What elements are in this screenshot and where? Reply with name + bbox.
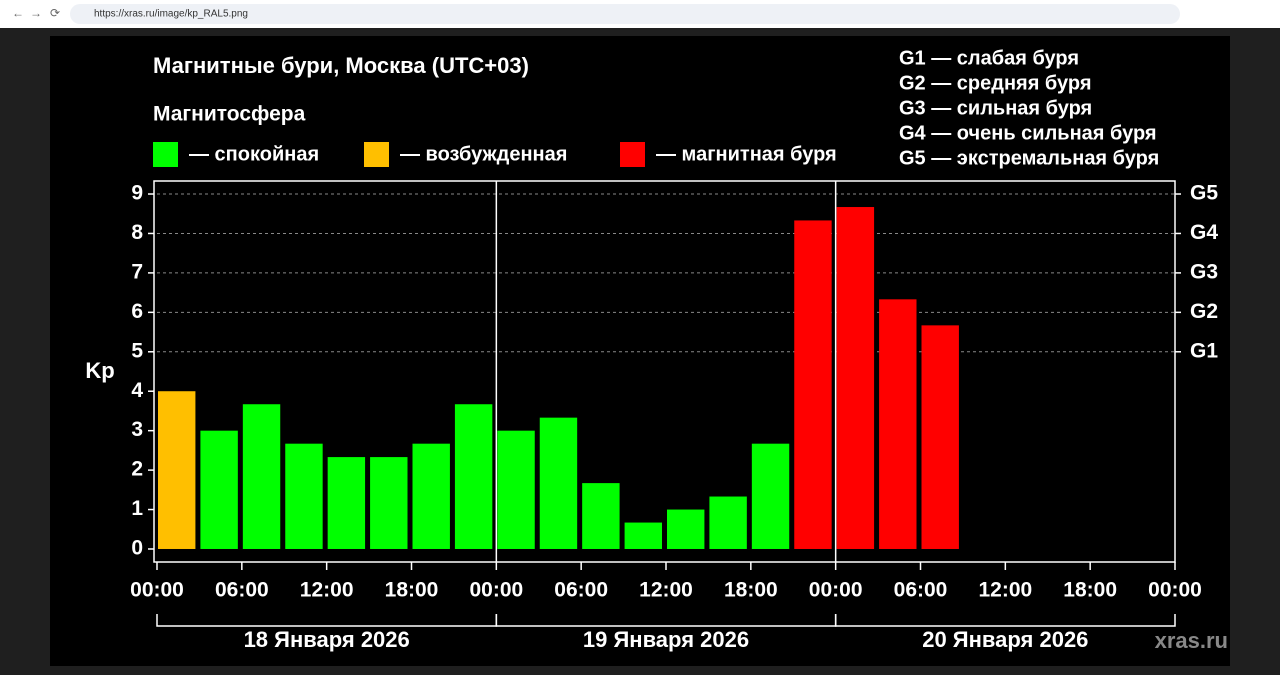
legend-label: — спокойная: [189, 143, 319, 165]
bar: [836, 207, 875, 549]
day-label: 20 Января 2026: [922, 627, 1088, 652]
bar: [454, 404, 493, 549]
legend-swatch: [364, 142, 389, 167]
bar: [879, 299, 917, 549]
bar: [327, 457, 366, 549]
bar: [709, 496, 747, 549]
y-tick-label: 8: [131, 221, 143, 244]
bar: [794, 220, 832, 549]
bar: [539, 417, 578, 549]
legend-swatch: [153, 142, 178, 167]
y-tick-label: 9: [131, 182, 143, 205]
chart-title: Магнитные бури, Москва (UTC+03): [153, 53, 529, 78]
g-scale-entry: G2 — средняя буря: [899, 72, 1092, 94]
watermark: xras.ru: [1155, 628, 1228, 653]
bar: [370, 457, 408, 549]
y-tick-label: 0: [131, 537, 143, 560]
bar: [285, 443, 323, 549]
chart-image: [50, 36, 1230, 666]
day-label: 19 Января 2026: [583, 627, 749, 652]
x-tick-label: 12:00: [978, 579, 1032, 602]
bar: [624, 522, 662, 549]
x-tick-label: 06:00: [215, 579, 269, 602]
g-scale-entry: G3 — сильная буря: [899, 97, 1092, 119]
bar: [158, 391, 196, 549]
x-tick-label: 06:00: [894, 579, 948, 602]
x-tick-label: 00:00: [1148, 579, 1202, 602]
back-button[interactable]: ←: [12, 6, 24, 20]
day-bracket: [834, 614, 1176, 627]
legend-title: Магнитосфера: [153, 103, 306, 126]
y-tick-label: 7: [131, 260, 143, 283]
y2-tick-label: G2: [1190, 300, 1218, 323]
x-tick-label: 06:00: [554, 579, 608, 602]
x-tick-label: 18:00: [1063, 579, 1117, 602]
y-tick-label: 2: [131, 458, 143, 481]
forward-button[interactable]: →: [30, 6, 42, 20]
x-tick-label: 12:00: [300, 579, 354, 602]
address-bar[interactable]: [70, 4, 1180, 24]
g-scale-entry: G5 — экстремальная буря: [899, 147, 1159, 169]
bar: [412, 443, 450, 549]
reload-button[interactable]: ⟳: [50, 6, 60, 20]
g-scale-entry: G4 — очень сильная буря: [899, 122, 1157, 144]
g-scale-entry: G1 — слабая буря: [899, 47, 1079, 69]
y-tick-label: 5: [131, 339, 143, 362]
bar: [751, 443, 790, 549]
bar: [200, 430, 238, 549]
bar: [582, 483, 620, 549]
y-tick-label: 6: [131, 300, 143, 323]
y2-tick-label: G3: [1190, 260, 1218, 283]
x-tick-label: 18:00: [724, 579, 778, 602]
y-tick-label: 1: [131, 497, 143, 520]
x-tick-label: 00:00: [130, 579, 184, 602]
legend-label: — возбужденная: [400, 143, 567, 165]
bar: [667, 509, 705, 549]
legend-swatch: [620, 142, 645, 167]
y2-tick-label: G4: [1190, 221, 1218, 244]
bar: [921, 325, 959, 549]
y2-tick-label: G5: [1190, 182, 1218, 205]
bar: [497, 430, 535, 549]
bar: [242, 404, 281, 549]
x-tick-label: 18:00: [385, 579, 439, 602]
day-label: 18 Января 2026: [244, 627, 410, 652]
x-tick-label: 00:00: [469, 579, 523, 602]
url: https://xras.ru/image/kp_RAL5.png: [94, 9, 248, 20]
x-tick-label: 12:00: [639, 579, 693, 602]
plot-frame: [153, 180, 1176, 563]
y-tick-label: 3: [131, 418, 143, 441]
y2-tick-label: G1: [1190, 339, 1218, 362]
y-axis-label: Kp: [85, 358, 114, 383]
x-tick-label: 00:00: [809, 579, 863, 602]
y-tick-label: 4: [131, 379, 143, 402]
legend-label: — магнитная буря: [656, 143, 837, 165]
